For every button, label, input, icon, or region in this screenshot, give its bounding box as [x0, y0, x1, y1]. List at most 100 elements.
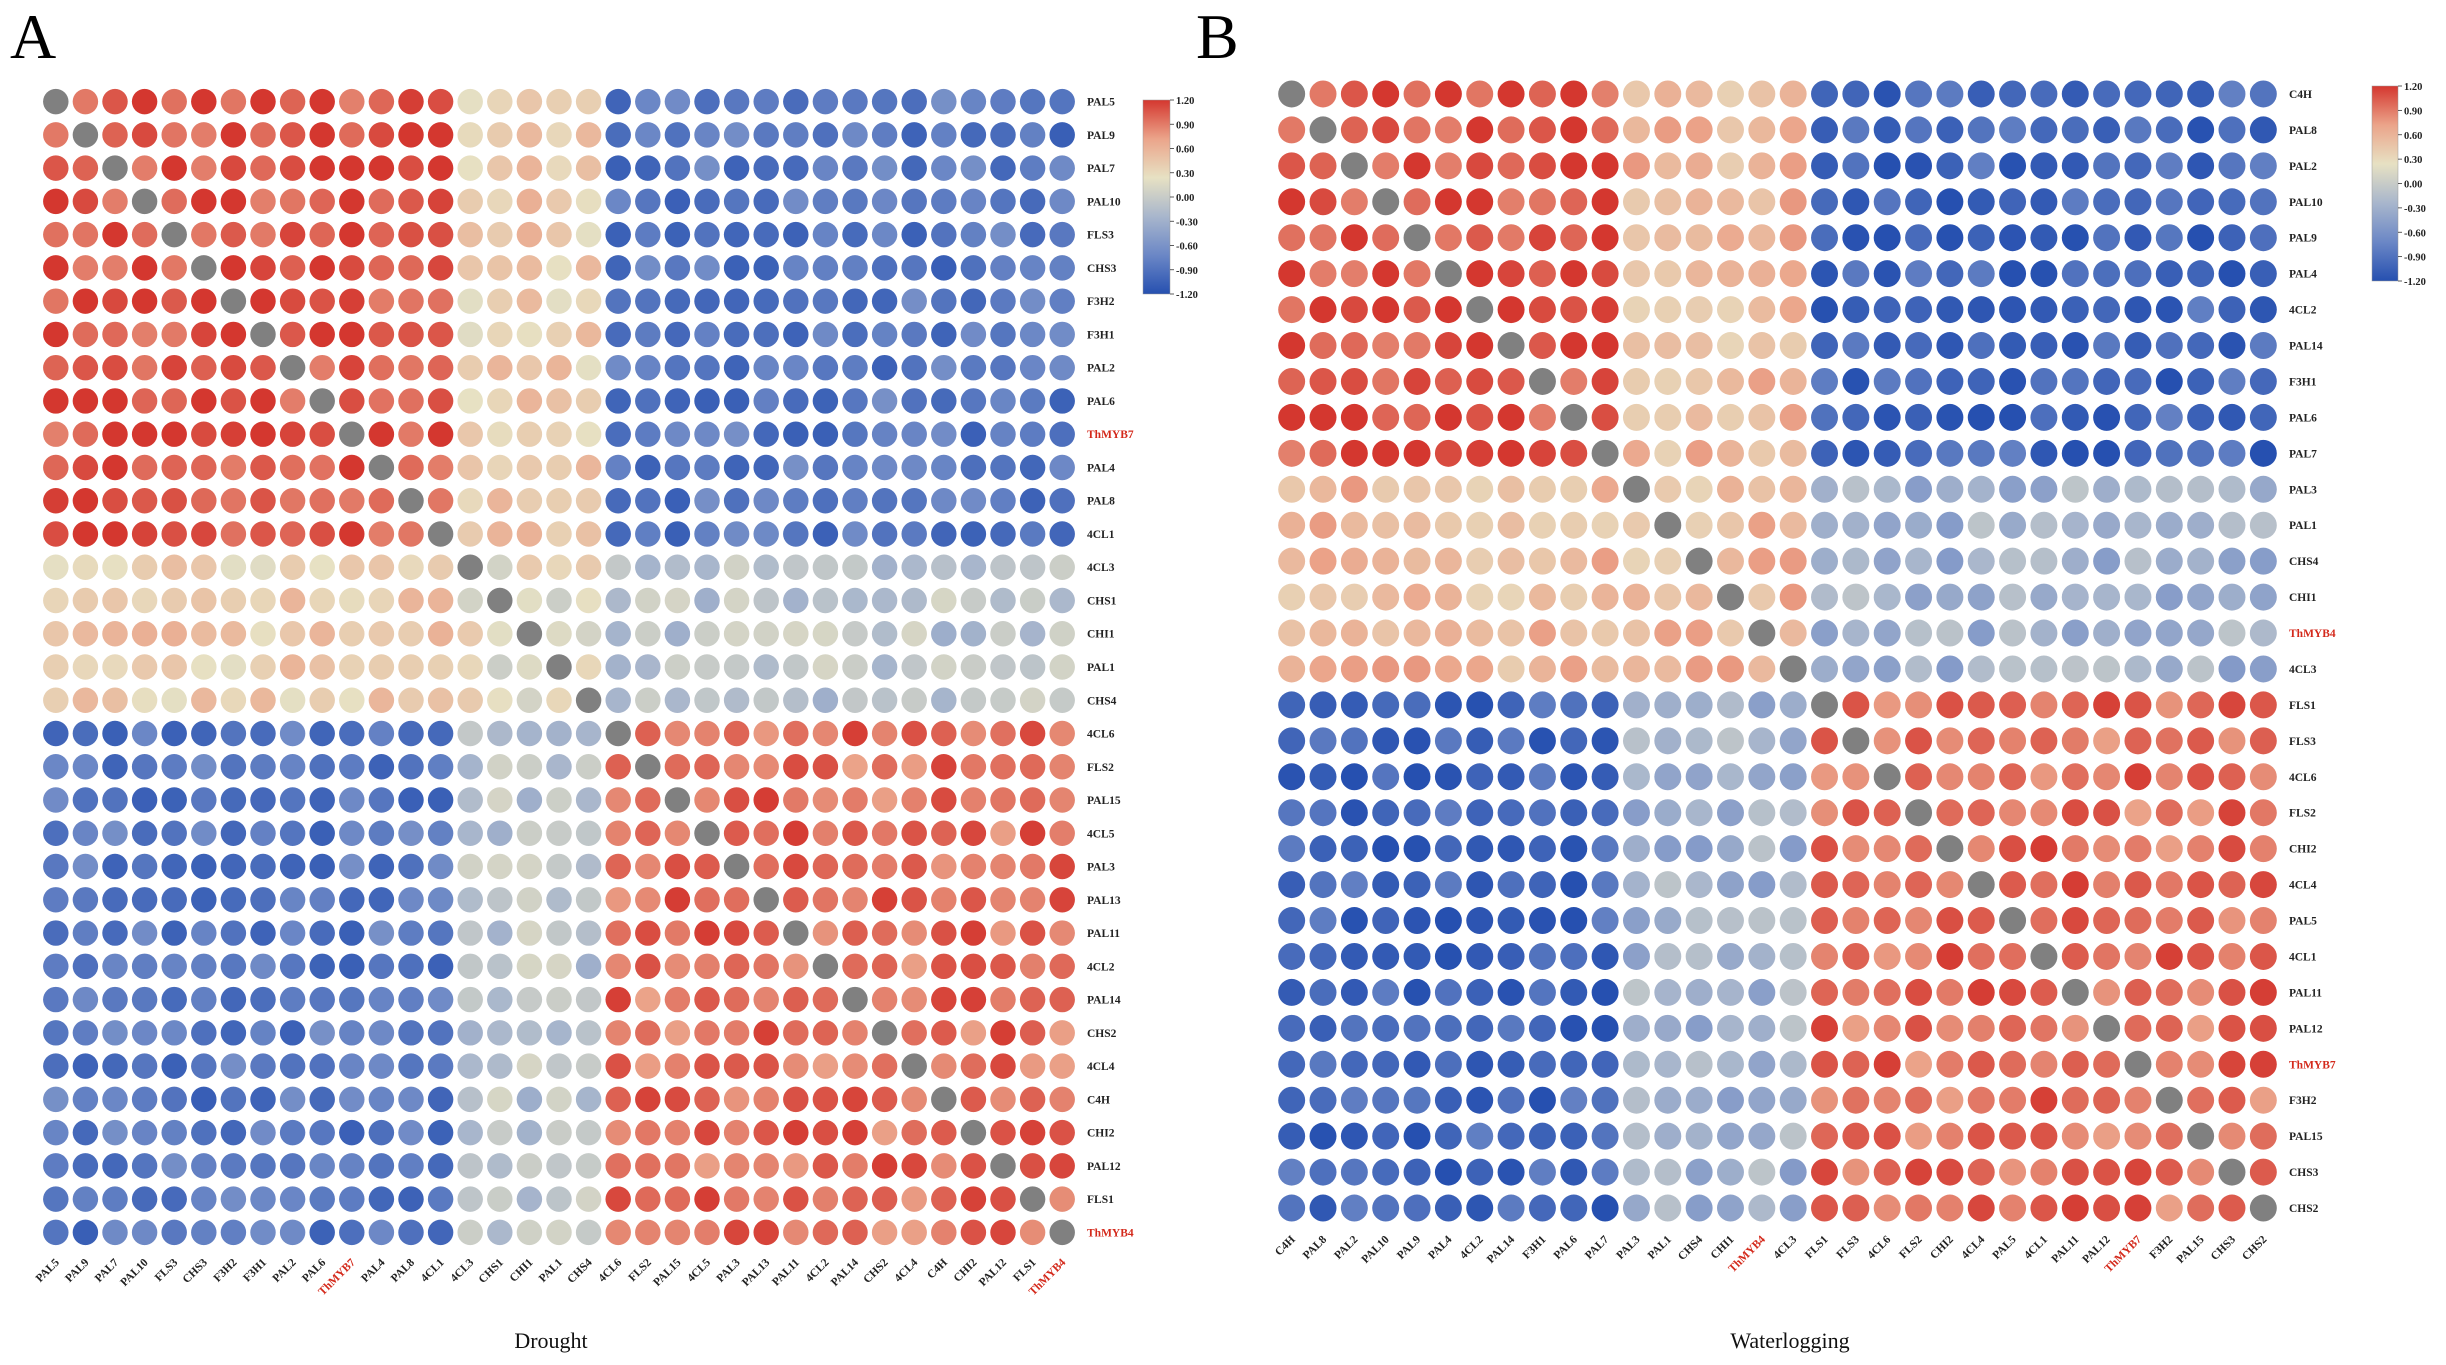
row-label: CHI2	[1087, 1128, 1115, 1140]
correlation-dot	[1873, 942, 1901, 970]
correlation-dot	[1936, 296, 1964, 324]
correlation-dot	[1309, 116, 1337, 144]
correlation-dot	[1842, 978, 1870, 1006]
correlation-dot	[1654, 1158, 1682, 1186]
correlation-dot	[901, 1053, 927, 1079]
correlation-dot	[1622, 332, 1650, 360]
correlation-dot	[161, 487, 187, 514]
correlation-dot	[1654, 1014, 1682, 1042]
correlation-dot	[664, 255, 691, 281]
row-label: FLS1	[1087, 1194, 1114, 1206]
correlation-dot	[575, 188, 602, 215]
correlation-dot	[72, 720, 99, 747]
row-label: PAL5	[1087, 97, 1115, 109]
correlation-dot	[1811, 260, 1838, 288]
colorbar-tick-label: -0.30	[2404, 204, 2426, 215]
correlation-dot	[1873, 871, 1901, 899]
correlation-dot	[1403, 619, 1431, 647]
correlation-dot	[1466, 727, 1494, 755]
correlation-dot	[1748, 547, 1776, 575]
correlation-dot	[2124, 296, 2152, 324]
correlation-dot	[516, 820, 543, 847]
correlation-dot	[1748, 1014, 1776, 1042]
correlation-dot	[1873, 224, 1901, 252]
correlation-dot	[1905, 835, 1933, 863]
correlation-dot	[1497, 835, 1525, 863]
correlation-dot	[1372, 1194, 1400, 1222]
correlation-dot	[753, 288, 779, 314]
correlation-dot	[783, 621, 809, 647]
correlation-dot	[1748, 188, 1776, 216]
correlation-dot	[1905, 1194, 1933, 1222]
correlation-dot	[694, 122, 720, 148]
correlation-dot	[2155, 547, 2183, 575]
correlation-dot	[783, 388, 809, 414]
correlation-dot	[1049, 155, 1075, 181]
correlation-dot	[1466, 1050, 1494, 1078]
correlation-dot	[309, 88, 335, 115]
correlation-dot	[368, 787, 395, 813]
correlation-dot	[398, 88, 424, 115]
correlation-dot	[871, 654, 898, 680]
correlation-dot	[1049, 1086, 1075, 1113]
correlation-dot	[131, 787, 158, 813]
correlation-dot	[635, 1086, 661, 1113]
correlation-dot	[398, 354, 424, 381]
correlation-dot	[250, 421, 276, 447]
correlation-dot	[1685, 1086, 1713, 1114]
correlation-dot	[1748, 475, 1776, 503]
correlation-dot	[2061, 475, 2089, 503]
correlation-dot	[2061, 907, 2089, 935]
correlation-dot	[191, 554, 217, 580]
correlation-dot	[2218, 188, 2246, 216]
correlation-dot	[1403, 188, 1431, 216]
correlation-dot	[931, 88, 957, 115]
correlation-dot	[605, 787, 631, 813]
correlation-dot	[487, 1086, 513, 1113]
correlation-dot	[2218, 1014, 2246, 1042]
correlation-dot	[1049, 621, 1075, 647]
correlation-dot	[1685, 691, 1713, 719]
correlation-dot	[1654, 547, 1682, 575]
correlation-dot	[871, 621, 898, 647]
correlation-dot	[2124, 1158, 2152, 1186]
correlation-dot	[2218, 367, 2246, 395]
correlation-dot	[2124, 475, 2152, 503]
correlation-dot	[635, 1020, 661, 1046]
correlation-dot	[516, 221, 543, 248]
correlation-dot	[1936, 260, 1964, 288]
correlation-dot	[1967, 1194, 1995, 1222]
correlation-dot	[309, 122, 335, 148]
correlation-dot	[694, 853, 720, 880]
row-label: CHI2	[2289, 844, 2317, 856]
correlation-dot	[1622, 296, 1650, 324]
row-label: 4CL5	[1087, 828, 1115, 840]
correlation-dot	[1278, 80, 1306, 108]
correlation-dot	[1999, 763, 2027, 791]
correlation-dot	[1560, 367, 1588, 395]
correlation-dot	[1560, 799, 1588, 827]
correlation-dot	[131, 1119, 158, 1146]
correlation-dot	[1999, 655, 2027, 683]
correlation-dot	[990, 1219, 1016, 1246]
correlation-dot	[1748, 296, 1776, 324]
correlation-dot	[2124, 835, 2152, 863]
correlation-dot	[2218, 763, 2246, 791]
correlation-dot	[664, 487, 691, 514]
correlation-dot	[220, 1153, 247, 1179]
correlation-dot	[1466, 942, 1494, 970]
correlation-dot	[161, 354, 187, 381]
correlation-dot	[398, 754, 424, 780]
correlation-dot	[2218, 439, 2246, 467]
correlation-dot	[1717, 1158, 1744, 1186]
correlation-dot	[1340, 403, 1368, 431]
correlation-dot	[1466, 296, 1494, 324]
correlation-dot	[1999, 332, 2027, 360]
correlation-dot	[1905, 80, 1933, 108]
correlation-dot	[398, 953, 424, 980]
correlation-dot	[339, 88, 365, 115]
column-label: CHS4	[565, 1256, 594, 1285]
correlation-dot	[1278, 907, 1306, 935]
correlation-dot	[368, 88, 395, 115]
correlation-dot	[842, 587, 868, 614]
